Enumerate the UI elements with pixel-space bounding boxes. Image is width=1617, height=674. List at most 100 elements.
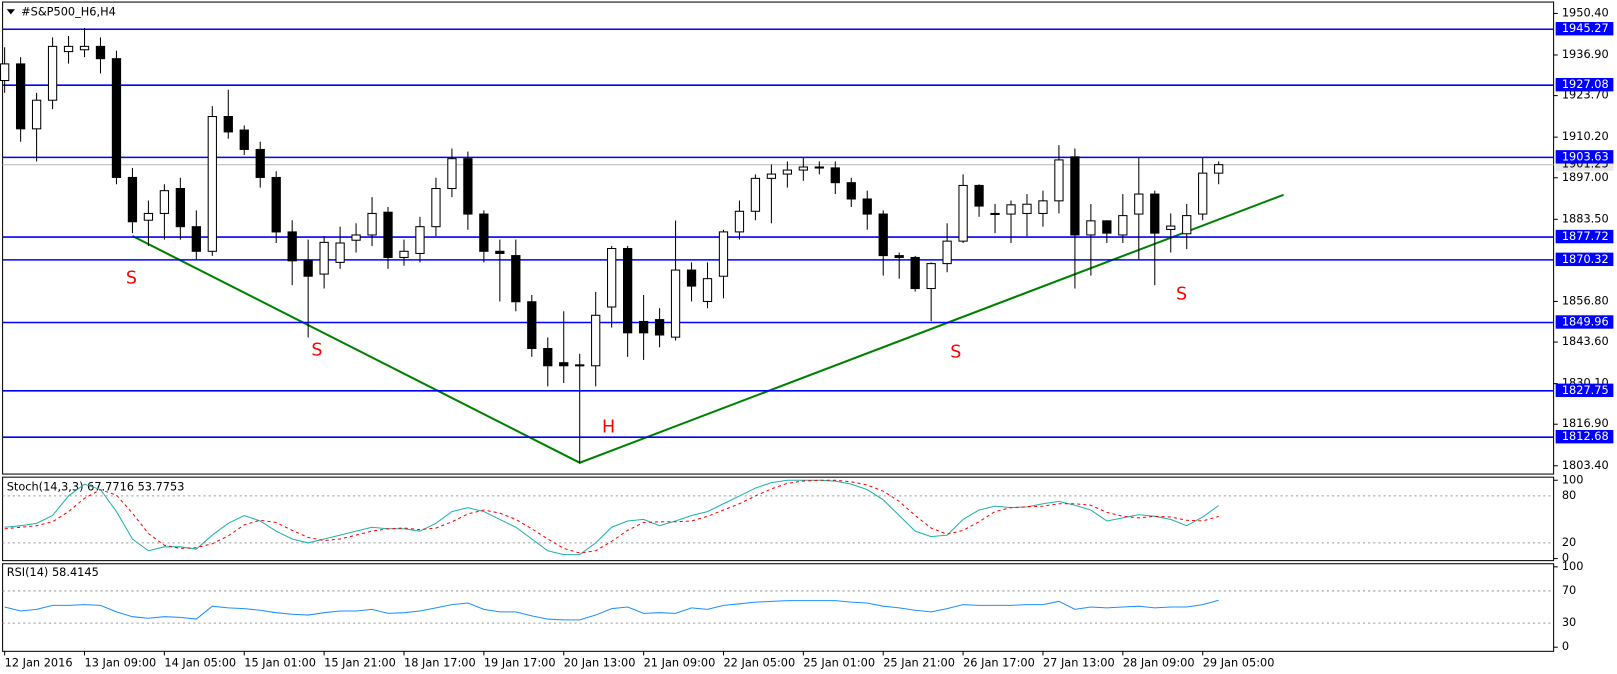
candle-body bbox=[958, 184, 968, 242]
candle-body bbox=[63, 45, 74, 53]
candle-body bbox=[575, 364, 585, 367]
y-tick-label: 30 bbox=[1562, 615, 1576, 629]
y-tick-label: 1910.20 bbox=[1562, 129, 1609, 143]
rsi-title: RSI(14) 58.4145 bbox=[7, 565, 99, 579]
level-label: 1877.72 bbox=[1562, 229, 1609, 243]
candle-body bbox=[367, 212, 377, 236]
candle-body bbox=[303, 260, 313, 277]
candle-body bbox=[511, 255, 521, 303]
y-tick-label: 1950.40 bbox=[1562, 5, 1609, 19]
level-label: 1870.32 bbox=[1562, 252, 1609, 266]
level-label-box bbox=[1555, 229, 1614, 244]
candle-body bbox=[543, 348, 553, 367]
candle-body bbox=[255, 148, 265, 178]
candle-body bbox=[271, 176, 281, 233]
candle-body bbox=[798, 166, 808, 171]
candle-body bbox=[670, 269, 681, 338]
y-tick-label: 1897.00 bbox=[1562, 170, 1609, 184]
indicator-line bbox=[4, 599, 1219, 621]
x-tick-label: 18 Jan 17:00 bbox=[404, 656, 476, 670]
candle-body bbox=[1022, 203, 1032, 214]
candle-body bbox=[207, 116, 217, 252]
candle-body bbox=[47, 45, 58, 101]
candle-body bbox=[191, 226, 201, 252]
candle-body bbox=[607, 248, 617, 308]
candle-body bbox=[830, 167, 840, 184]
candle-body bbox=[383, 211, 393, 258]
candle-body bbox=[1086, 220, 1096, 236]
candle-body bbox=[942, 240, 952, 265]
candle-body bbox=[335, 242, 345, 263]
level-label-box bbox=[1555, 252, 1614, 267]
candle-body bbox=[559, 362, 569, 367]
x-tick-label: 27 Jan 13:00 bbox=[1043, 656, 1115, 670]
candle-body bbox=[654, 319, 665, 336]
candle-body bbox=[415, 226, 425, 254]
y-tick-label: 1883.50 bbox=[1562, 211, 1609, 225]
pattern-label: S bbox=[950, 342, 961, 362]
candle-body bbox=[399, 250, 409, 258]
candle-body bbox=[734, 210, 745, 233]
candle-body bbox=[239, 129, 249, 150]
candle-body bbox=[1038, 200, 1048, 214]
level-label-box bbox=[1555, 77, 1614, 92]
y-tick-label: 100 bbox=[1562, 559, 1584, 573]
candle-body bbox=[1102, 220, 1112, 234]
level-label: 1827.75 bbox=[1562, 383, 1609, 397]
rsi-pane bbox=[2, 563, 1555, 652]
x-tick-label: 20 Jan 13:00 bbox=[564, 656, 636, 670]
level-label-box bbox=[1555, 22, 1614, 36]
y-tick-label: 80 bbox=[1562, 488, 1576, 502]
menu-arrow bbox=[6, 9, 15, 15]
candle-body bbox=[447, 158, 457, 190]
pattern-label: S bbox=[311, 340, 322, 360]
candle-body bbox=[111, 58, 122, 178]
candle-body bbox=[79, 45, 90, 51]
y-tick-label: 100 bbox=[1562, 472, 1584, 486]
candle-body bbox=[495, 250, 505, 254]
candle-body bbox=[15, 63, 26, 130]
x-tick-label: 14 Jan 05:00 bbox=[164, 656, 236, 670]
x-tick-label: 21 Jan 09:00 bbox=[644, 656, 716, 670]
candle-body bbox=[686, 269, 697, 287]
level-label: 1903.63 bbox=[1562, 149, 1609, 163]
level-label-box bbox=[1555, 150, 1614, 164]
candle-body bbox=[143, 212, 154, 221]
candle-body bbox=[1182, 215, 1192, 235]
candle-body bbox=[974, 184, 984, 207]
y-tick-label: 1816.90 bbox=[1562, 416, 1609, 430]
candle-body bbox=[351, 234, 361, 241]
chart-title: #S&P500_H6,H4 bbox=[21, 4, 116, 18]
candle-body bbox=[1006, 204, 1016, 215]
y-tick-label: 0 bbox=[1562, 639, 1569, 653]
y-tick-label: 20 bbox=[1562, 535, 1576, 549]
candle-body bbox=[463, 158, 473, 215]
candle-body bbox=[878, 213, 888, 257]
candle-body bbox=[527, 301, 537, 350]
x-tick-label: 28 Jan 09:00 bbox=[1123, 656, 1195, 670]
y-tick-label: 0 bbox=[1562, 551, 1569, 565]
candle-body bbox=[766, 173, 777, 179]
candle-body bbox=[910, 256, 920, 290]
x-tick-label: 13 Jan 09:00 bbox=[85, 656, 157, 670]
candle-body bbox=[1134, 193, 1144, 215]
pattern-label: H bbox=[602, 418, 615, 438]
candle-body bbox=[287, 231, 297, 262]
x-tick-label: 22 Jan 05:00 bbox=[723, 656, 795, 670]
candle-body bbox=[702, 278, 713, 302]
y-tick-label: 1843.60 bbox=[1562, 334, 1609, 348]
x-tick-label: 19 Jan 17:00 bbox=[484, 656, 556, 670]
candle-body bbox=[159, 190, 170, 214]
candle-body bbox=[479, 213, 489, 252]
candle-body bbox=[814, 166, 824, 169]
level-label-box bbox=[1555, 315, 1614, 329]
candle-body bbox=[638, 320, 649, 334]
candle-body bbox=[127, 176, 138, 223]
level-label: 1812.68 bbox=[1562, 429, 1609, 443]
candle-body bbox=[175, 188, 185, 228]
candle-body bbox=[591, 314, 601, 367]
y-tick-label: 1856.80 bbox=[1562, 293, 1609, 307]
stoch-pane bbox=[2, 476, 1555, 562]
